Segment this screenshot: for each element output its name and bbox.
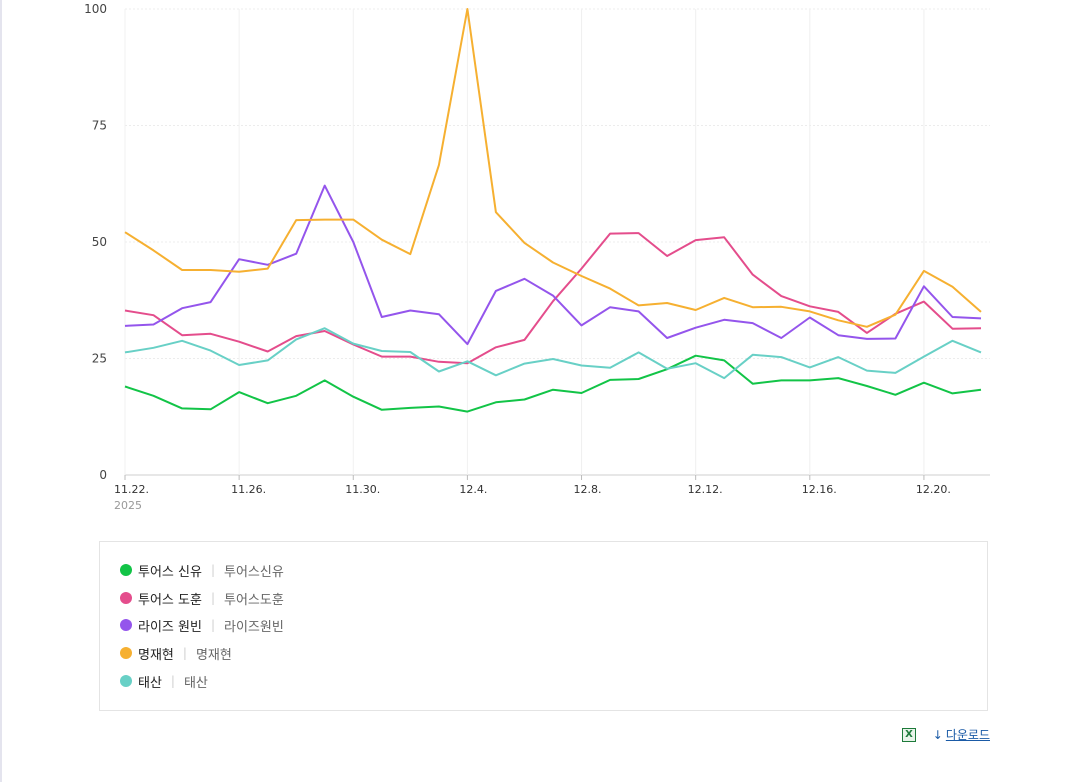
- legend-series-name: 라이즈 원빈: [138, 619, 202, 635]
- legend-keyword: 명재현: [195, 647, 232, 663]
- legend-dot-icon: [120, 564, 132, 576]
- download-label: 다운로드: [945, 728, 990, 742]
- y-tick-label: 25: [92, 352, 107, 366]
- legend-item[interactable]: 태산 | 태산: [120, 671, 208, 691]
- x-tick-label: 12.4.: [459, 483, 487, 496]
- y-tick-label: 50: [92, 235, 107, 249]
- legend-series-name: 태산: [138, 675, 162, 691]
- x-tick-label: 12.12.: [688, 483, 723, 496]
- download-arrow-icon: ↓: [932, 727, 943, 742]
- y-axis: 0 25 50 75 100: [84, 2, 107, 482]
- x-tick-label: 11.26.: [231, 483, 266, 496]
- legend-item[interactable]: 투어스 도훈 | 투어스도훈: [120, 588, 284, 608]
- legend-dot-icon: [120, 675, 132, 687]
- series-line: [124, 354, 982, 413]
- legend-series-name: 투어스 신유: [138, 564, 202, 580]
- series-line: [124, 184, 982, 346]
- legend-dot-icon: [120, 619, 132, 631]
- page-left-border: [0, 0, 2, 782]
- legend-keyword: 태산: [183, 675, 208, 691]
- series-line: [124, 8, 982, 328]
- legend-series-name: 투어스 도훈: [138, 592, 202, 608]
- x-tick-label: 12.20.: [916, 483, 951, 496]
- excel-icon[interactable]: X: [902, 728, 916, 742]
- x-tick-label: 12.8.: [574, 483, 602, 496]
- y-tick-label: 100: [84, 2, 107, 16]
- legend-item[interactable]: 명재현 | 명재현: [120, 643, 232, 663]
- legend-item[interactable]: 라이즈 원빈 | 라이즈원빈: [120, 615, 284, 635]
- legend-separator: |: [210, 563, 215, 577]
- legend-separator: |: [182, 646, 187, 660]
- legend-item[interactable]: 투어스 신유 | 투어스신유: [120, 560, 284, 580]
- x-tick-label: 11.30.: [345, 483, 380, 496]
- series-line: [124, 327, 982, 380]
- x-axis: 11.22. 11.26. 11.30. 12.4. 12.8. 12.12. 12.16.…: [114, 475, 951, 512]
- legend-dot-icon: [120, 592, 132, 604]
- y-tick-label: 0: [99, 468, 107, 482]
- series-line: [124, 232, 982, 365]
- legend-keyword: 투어스도훈: [223, 592, 284, 608]
- legend-separator: |: [210, 618, 215, 632]
- chart-grid: [124, 8, 990, 476]
- x-year-label: 2025: [114, 499, 142, 512]
- y-tick-label: 75: [92, 119, 107, 133]
- legend-dot-icon: [120, 647, 132, 659]
- legend-keyword: 라이즈원빈: [223, 619, 284, 635]
- legend-separator: |: [170, 674, 175, 688]
- legend-series-name: 명재현: [138, 647, 174, 663]
- x-tick-label: 11.22.: [114, 483, 149, 496]
- chart-series: [124, 8, 982, 413]
- download-button[interactable]: ↓ 다운로드: [933, 726, 990, 743]
- x-tick-label: 12.16.: [802, 483, 837, 496]
- legend-keyword: 투어스신유: [223, 564, 284, 580]
- legend-separator: |: [210, 591, 215, 605]
